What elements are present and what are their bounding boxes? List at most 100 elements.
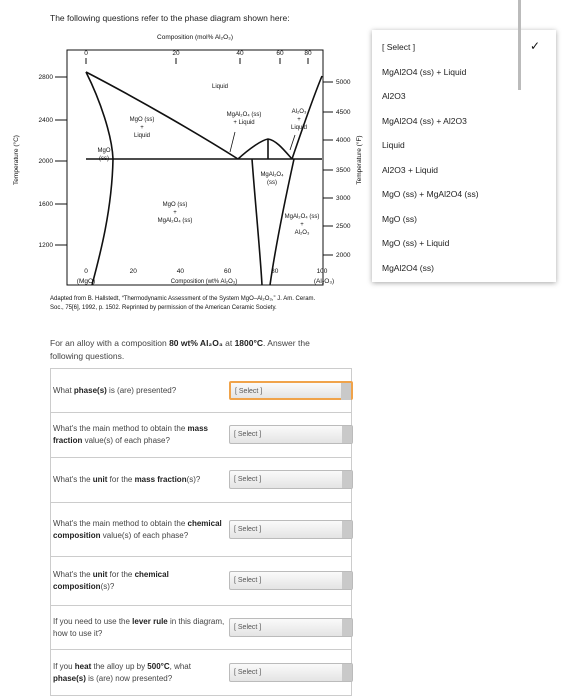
dropdown-option[interactable]: Al2O3	[382, 91, 406, 101]
select-box[interactable]: [ Select ]	[229, 380, 353, 400]
bottom-tick-label: 100	[317, 268, 328, 275]
prompt-part: 80 wt% Al₂O₃	[169, 338, 223, 348]
question-part: If you	[53, 661, 75, 671]
left-tick-label: 1600	[39, 201, 54, 208]
top-axis-title: Composition (mol% Al₂O₃)	[157, 34, 233, 41]
region-label: +	[173, 210, 177, 216]
top-tick-label: 60	[276, 50, 284, 57]
top-tick-label: 0	[84, 50, 88, 57]
region-label: +	[300, 222, 304, 228]
region-label: +	[140, 125, 144, 131]
select-box[interactable]: [ Select ]	[229, 519, 353, 539]
region-label: MgAl₂O₄ (ss)	[285, 214, 320, 220]
dropdown-option[interactable]: Al2O3 + Liquid	[382, 164, 438, 175]
right-tick-label: 4500	[336, 109, 351, 116]
question-part: for the	[107, 570, 135, 579]
top-tick-label: 80	[304, 50, 312, 57]
scrollbar	[518, 0, 521, 90]
question-text: If you need to use the lever rule in thi…	[51, 612, 227, 644]
question-row: What's the unit for the mass fraction(s)…	[50, 458, 353, 503]
mgo-solvus	[85, 71, 114, 286]
bottom-tick-label: 60	[224, 268, 232, 275]
question-table: What phase(s) is (are) presented?[ Selec…	[50, 368, 353, 696]
dropdown-option[interactable]: MgO (ss)	[382, 213, 417, 224]
region-label: (ss)	[267, 180, 277, 186]
bottom-end-label: (Al₂O₃)	[314, 278, 334, 285]
region-label: MgAl₂O₄ (ss)	[227, 112, 262, 118]
region-label: MgO (ss)	[130, 117, 155, 123]
dropdown-option[interactable]: Liquid	[382, 140, 405, 150]
region-label: + Liquid	[233, 120, 254, 126]
dropdown-option[interactable]: MgO (ss) + Liquid	[382, 238, 450, 248]
left-tick-label: 2000	[39, 158, 54, 165]
question-part: phase(s)	[53, 673, 86, 683]
question-part: value(s) of each phase?	[100, 530, 189, 540]
question-part: What's the main method to obtain the	[53, 424, 188, 433]
question-part: (s)?	[186, 475, 201, 484]
select-box[interactable]: [ Select ]	[229, 425, 353, 444]
region-label: Al₂O₃	[295, 230, 310, 236]
liquidus-left	[85, 71, 239, 160]
pointer	[229, 131, 236, 153]
prompt-part: 1800°C	[234, 338, 264, 348]
question-row: What's the main method to obtain the che…	[50, 503, 353, 557]
liquidus-spinel	[237, 138, 293, 160]
caption: Soc., 75[6], 1992, p. 1502. Reprinted by…	[50, 305, 277, 311]
right-tick-label: 3500	[336, 167, 351, 174]
right-tick-label: 3000	[336, 195, 351, 202]
question-text: What's the unit for the mass fraction(s)…	[51, 470, 227, 490]
question-part: the alloy up by	[91, 661, 148, 671]
liquidus-right	[291, 75, 323, 160]
question-text: What's the main method to obtain the mas…	[51, 419, 227, 451]
region-label: +	[297, 117, 301, 123]
bottom-tick-label: 20	[130, 268, 138, 275]
bottom-axis-title: Composition (wt% Al₂O₃)	[171, 279, 237, 285]
question-row: What phase(s) is (are) presented?[ Selec…	[50, 369, 353, 413]
question-part: chemical composition	[53, 570, 169, 591]
region-label: (ss)	[99, 156, 109, 162]
select-box[interactable]: [ Select ]	[229, 571, 353, 590]
prompt-part: . Answer the following questions.	[50, 338, 310, 361]
left-axis-title: Temperature (°C)	[12, 135, 20, 185]
region-label: MgAl₂O₄	[260, 172, 284, 178]
select-box[interactable]: [ Select ]	[229, 470, 353, 489]
prompt: For an alloy with a composition 80 wt% A…	[50, 337, 340, 363]
region-label: MgO (ss)	[163, 202, 188, 208]
question-part: What	[53, 385, 74, 395]
region-label: MgO	[97, 148, 110, 154]
bottom-end-label: (MgO)	[77, 278, 95, 285]
question-part: phase(s)	[73, 385, 107, 395]
dropdown-option[interactable]: MgAl2O4 (ss) + Al2O3	[382, 115, 467, 126]
question-part: What's the main method to obtain the	[53, 518, 188, 528]
right-tick-label: 2500	[336, 223, 351, 230]
select-box[interactable]: [ Select ]	[229, 617, 353, 637]
question-part: value(s) of each phase?	[82, 436, 170, 445]
bottom-tick-label: 80	[271, 268, 279, 275]
question-text: What's the main method to obtain the che…	[51, 514, 227, 546]
question-row: If you heat the alloy up by 500°C, what …	[50, 650, 353, 696]
question-part: mass fraction	[134, 475, 187, 484]
question-part: (s)?	[100, 582, 115, 591]
right-tick-label: 5000	[336, 79, 351, 86]
question-part: lever rule	[132, 616, 168, 626]
question-part: 500°C	[147, 661, 170, 671]
question-text: If you heat the alloy up by 500°C, what …	[51, 657, 227, 689]
question-part: unit	[92, 570, 108, 579]
spinel-right	[269, 158, 295, 286]
question-part: in this diagram, how to use it?	[53, 616, 225, 638]
dropdown-option[interactable]: MgAl2O4 (ss) + Liquid	[382, 66, 467, 77]
question-row: What's the main method to obtain the mas…	[50, 413, 353, 458]
right-axis-title: Temperature (°F)	[355, 135, 363, 184]
prompt-part: at	[222, 338, 235, 348]
dropdown-option[interactable]: [ Select ]	[382, 42, 416, 52]
right-tick-label: 4000	[336, 137, 351, 144]
question-text: What phase(s) is (are) presented?	[51, 381, 227, 401]
dropdown-option[interactable]: MgAl2O4 (ss)	[382, 262, 434, 273]
select-box[interactable]: [ Select ]	[229, 662, 353, 682]
label-pointers	[229, 131, 296, 153]
dropdown-option[interactable]: MgO (ss) + MgAl2O4 (ss)	[382, 189, 479, 199]
question-part: is (are) presented?	[106, 385, 177, 395]
bottom-tick-label: 0	[84, 268, 88, 275]
region-label: Liquid	[212, 84, 228, 90]
